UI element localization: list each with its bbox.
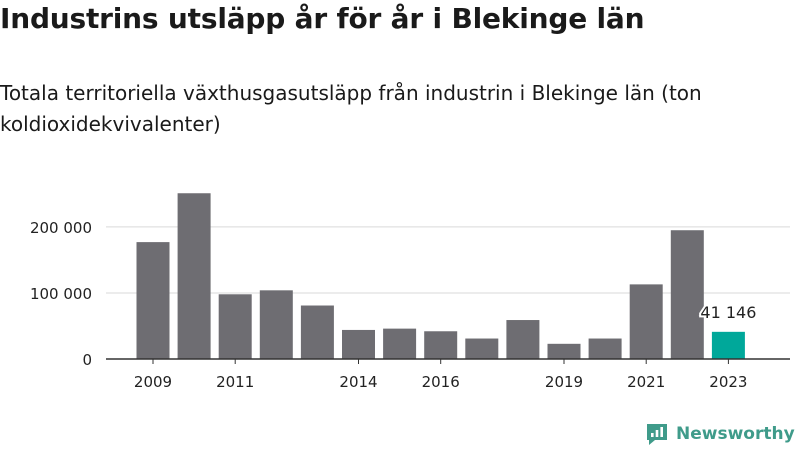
bar-2017	[465, 338, 499, 359]
bar-2019	[547, 343, 581, 359]
bar-2014	[342, 329, 375, 359]
x-tick-label: 2023	[709, 373, 747, 391]
x-tick-label: 2019	[545, 373, 583, 391]
bar-2020	[588, 338, 622, 359]
bar-2016	[424, 331, 458, 359]
x-tick-label: 2011	[216, 373, 254, 391]
bar-2023	[711, 331, 745, 359]
bar-chart: 0 100 000 200 000 2009 2011 2014 2016 2019 2021 2…	[30, 193, 790, 391]
newsworthy-logo-icon	[647, 424, 667, 445]
y-tick-label: 200 000	[30, 219, 92, 237]
chart-subtitle: Totala territoriella växthusgasutsläpp f…	[0, 81, 702, 136]
x-tick-label: 2014	[339, 373, 377, 391]
bar-2010	[177, 193, 211, 359]
brand-logo: Newsworthy	[644, 420, 795, 448]
data-label-2023: 41 146	[700, 303, 756, 322]
x-tick-label: 2021	[627, 373, 665, 391]
bar-2015	[383, 328, 417, 359]
x-tick-label: 2016	[422, 373, 460, 391]
y-tick-label: 0	[82, 351, 92, 369]
brand-name: Newsworthy	[676, 424, 795, 444]
bar-2009	[136, 242, 170, 359]
bar-2022	[670, 230, 704, 359]
bar-2011	[218, 294, 252, 359]
bar-2018	[506, 320, 540, 359]
bar-2012	[259, 290, 293, 359]
bar-2021	[629, 284, 663, 359]
chart-title: Industrins utsläpp år för år i Blekinge …	[0, 2, 645, 35]
bar-2013	[300, 305, 334, 359]
y-tick-label: 100 000	[30, 285, 92, 303]
x-tick-label: 2009	[134, 373, 172, 391]
